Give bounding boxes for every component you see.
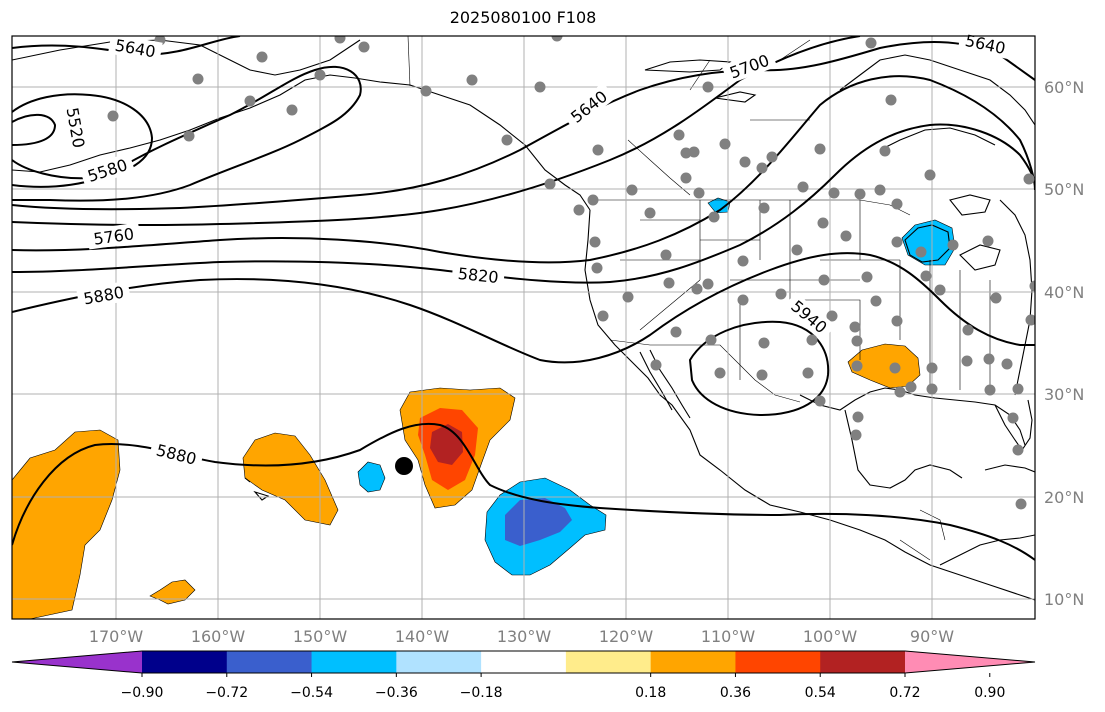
colorbar-tick-label: −0.54 <box>290 685 333 701</box>
anomaly-fills <box>12 197 956 619</box>
contour-5640 <box>12 41 1035 211</box>
colorbar-segment <box>565 651 652 673</box>
lon-label: 100°W <box>803 627 858 646</box>
colorbar-tick-label: −0.18 <box>460 685 503 701</box>
colorbar-tick-label: 0.54 <box>805 685 836 701</box>
colorbar: −0.90 −0.72 −0.54 −0.36 −0.18 0.18 0.36 0.54 0.7… <box>11 650 1036 701</box>
map-frame <box>11 35 1036 620</box>
colorbar-extend-high <box>905 651 1035 673</box>
colorbar-segment <box>142 651 228 673</box>
lon-label: 110°W <box>701 627 756 646</box>
colorbar-tick-label: 0.72 <box>889 685 920 701</box>
contour-5940 <box>688 320 830 417</box>
colorbar-segment <box>396 651 482 673</box>
contour-5760 <box>12 75 1035 264</box>
colorbar-tick-label: −0.90 <box>121 685 164 701</box>
lat-label: 10°N <box>1044 590 1084 609</box>
contour-5520 <box>12 93 154 180</box>
darkblue-anomaly <box>505 498 572 546</box>
colorbar-tick-label: 0.90 <box>974 685 1005 701</box>
location-marker <box>395 457 413 475</box>
orange-anomaly-west <box>12 429 121 619</box>
colorbar-segment <box>226 651 313 673</box>
orange-anomaly-hawaii <box>242 432 339 526</box>
contour-label: 5820 <box>457 264 499 287</box>
contour-5520-inner <box>12 113 57 146</box>
colorbar-tick-label: −0.72 <box>205 685 248 701</box>
lat-label: 30°N <box>1044 385 1084 404</box>
colorbar-extend-low <box>12 651 142 673</box>
lat-label: 60°N <box>1044 78 1084 97</box>
colorbar-segment <box>735 651 821 673</box>
lon-label: 120°W <box>599 627 654 646</box>
colorbar-segment <box>820 651 906 673</box>
colorbar-segment <box>311 651 397 673</box>
colorbar-tick-label: 0.36 <box>720 685 751 701</box>
map-title: 2025080100 F108 <box>449 8 597 27</box>
lat-label: 20°N <box>1044 488 1084 507</box>
orange-anomaly-gulf <box>847 343 921 389</box>
orange-anomaly-small <box>149 579 196 605</box>
colorbar-segment <box>650 651 736 673</box>
contour-5820 <box>12 123 1035 284</box>
lon-label: 150°W <box>293 627 348 646</box>
lat-label: 50°N <box>1044 180 1084 199</box>
lon-label: 90°W <box>910 627 954 646</box>
colorbar-segment <box>481 651 567 673</box>
latitude-labels: 60°N 50°N 40°N 30°N 20°N 10°N <box>1044 78 1084 609</box>
colorbar-tick-label: −0.36 <box>375 685 418 701</box>
contour-5880-north <box>12 252 1035 364</box>
lon-label: 130°W <box>497 627 552 646</box>
lon-label: 140°W <box>395 627 450 646</box>
blue-anomaly-tiny <box>707 197 731 214</box>
blue-anomaly-small <box>357 461 386 493</box>
longitude-labels: 170°W 160°W 150°W 140°W 130°W 120°W 110°… <box>89 627 954 646</box>
station-markers <box>107 36 1035 510</box>
lon-label: 170°W <box>89 627 144 646</box>
lat-label: 40°N <box>1044 283 1084 302</box>
colorbar-tick-label: 0.18 <box>635 685 666 701</box>
lon-label: 160°W <box>191 627 246 646</box>
